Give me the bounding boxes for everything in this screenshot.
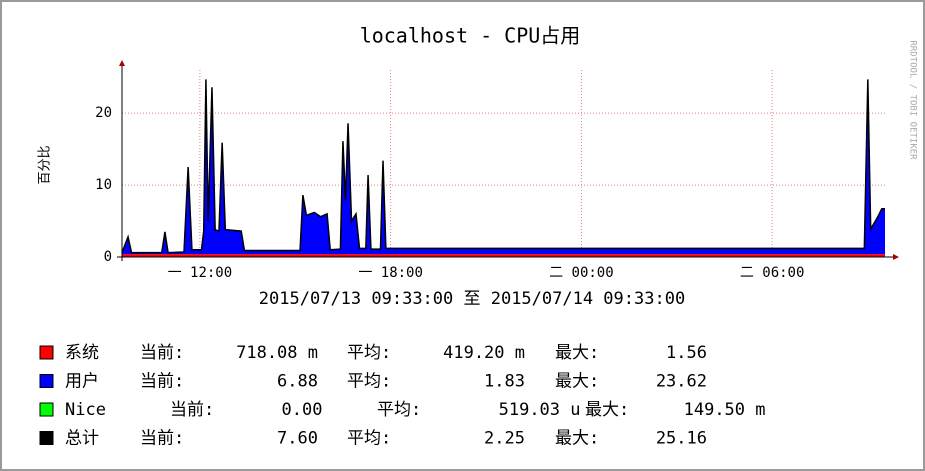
stat-value: 1.56 [666,343,707,363]
legend-swatch [39,431,54,445]
stat-value: 1.83 [484,372,525,392]
legend-label: 总计 [65,429,99,449]
stat-label: 平均: [377,400,421,420]
stat-value: 6.88 [277,372,318,392]
stat-label: 最大: [585,400,629,420]
stat-label: 当前: [170,400,214,420]
legend-label: 系统 [65,343,99,363]
stat-value: 149.50 m [684,400,766,420]
area [122,254,885,257]
stat-value: 23.62 [656,372,707,392]
legend-label: 用户 [65,372,99,392]
stat-label: 当前: [140,343,184,363]
stat-value: 419.20 m [443,343,525,363]
x-axis-arrow [893,254,899,260]
x-tick-label: 一 18:00 [358,265,423,281]
legend-swatch [39,345,54,360]
date-range: 2015/07/13 09:33:00 至 2015/07/14 09:33:0… [259,289,685,309]
stat-label: 当前: [140,372,184,392]
stat-value: 519.03 u [499,400,581,420]
stat-label: 平均: [347,372,391,392]
legend-swatch [39,402,54,417]
stat-value: 25.16 [656,429,707,449]
stat-value: 718.08 m [236,343,318,363]
stat-value: 0.00 [282,400,323,420]
y-tick-label: 10 [95,177,112,193]
x-tick-label: 二 06:00 [740,265,805,281]
watermark: RRDTOOL / TOBI OETIKER [908,40,918,160]
legend-swatch [39,374,54,388]
stat-value: 2.25 [484,429,525,449]
stat-label: 平均: [347,343,391,363]
stat-label: 当前: [140,429,184,449]
stat-label: 最大: [555,343,599,363]
y-tick-label: 20 [95,105,112,121]
chart-title: localhost - CPU占用 [360,24,581,48]
y-tick-label: 0 [104,249,112,265]
stat-label: 平均: [347,429,391,449]
stat-value: 7.60 [277,429,318,449]
legend-label: Nice [65,400,106,420]
y-axis-label: 百分比 [38,145,53,184]
stat-label: 最大: [555,372,599,392]
stat-label: 最大: [555,429,599,449]
y-axis-arrow [119,60,125,66]
x-tick-label: 一 12:00 [168,265,233,281]
x-tick-label: 二 00:00 [549,265,614,281]
total-line [121,79,885,254]
